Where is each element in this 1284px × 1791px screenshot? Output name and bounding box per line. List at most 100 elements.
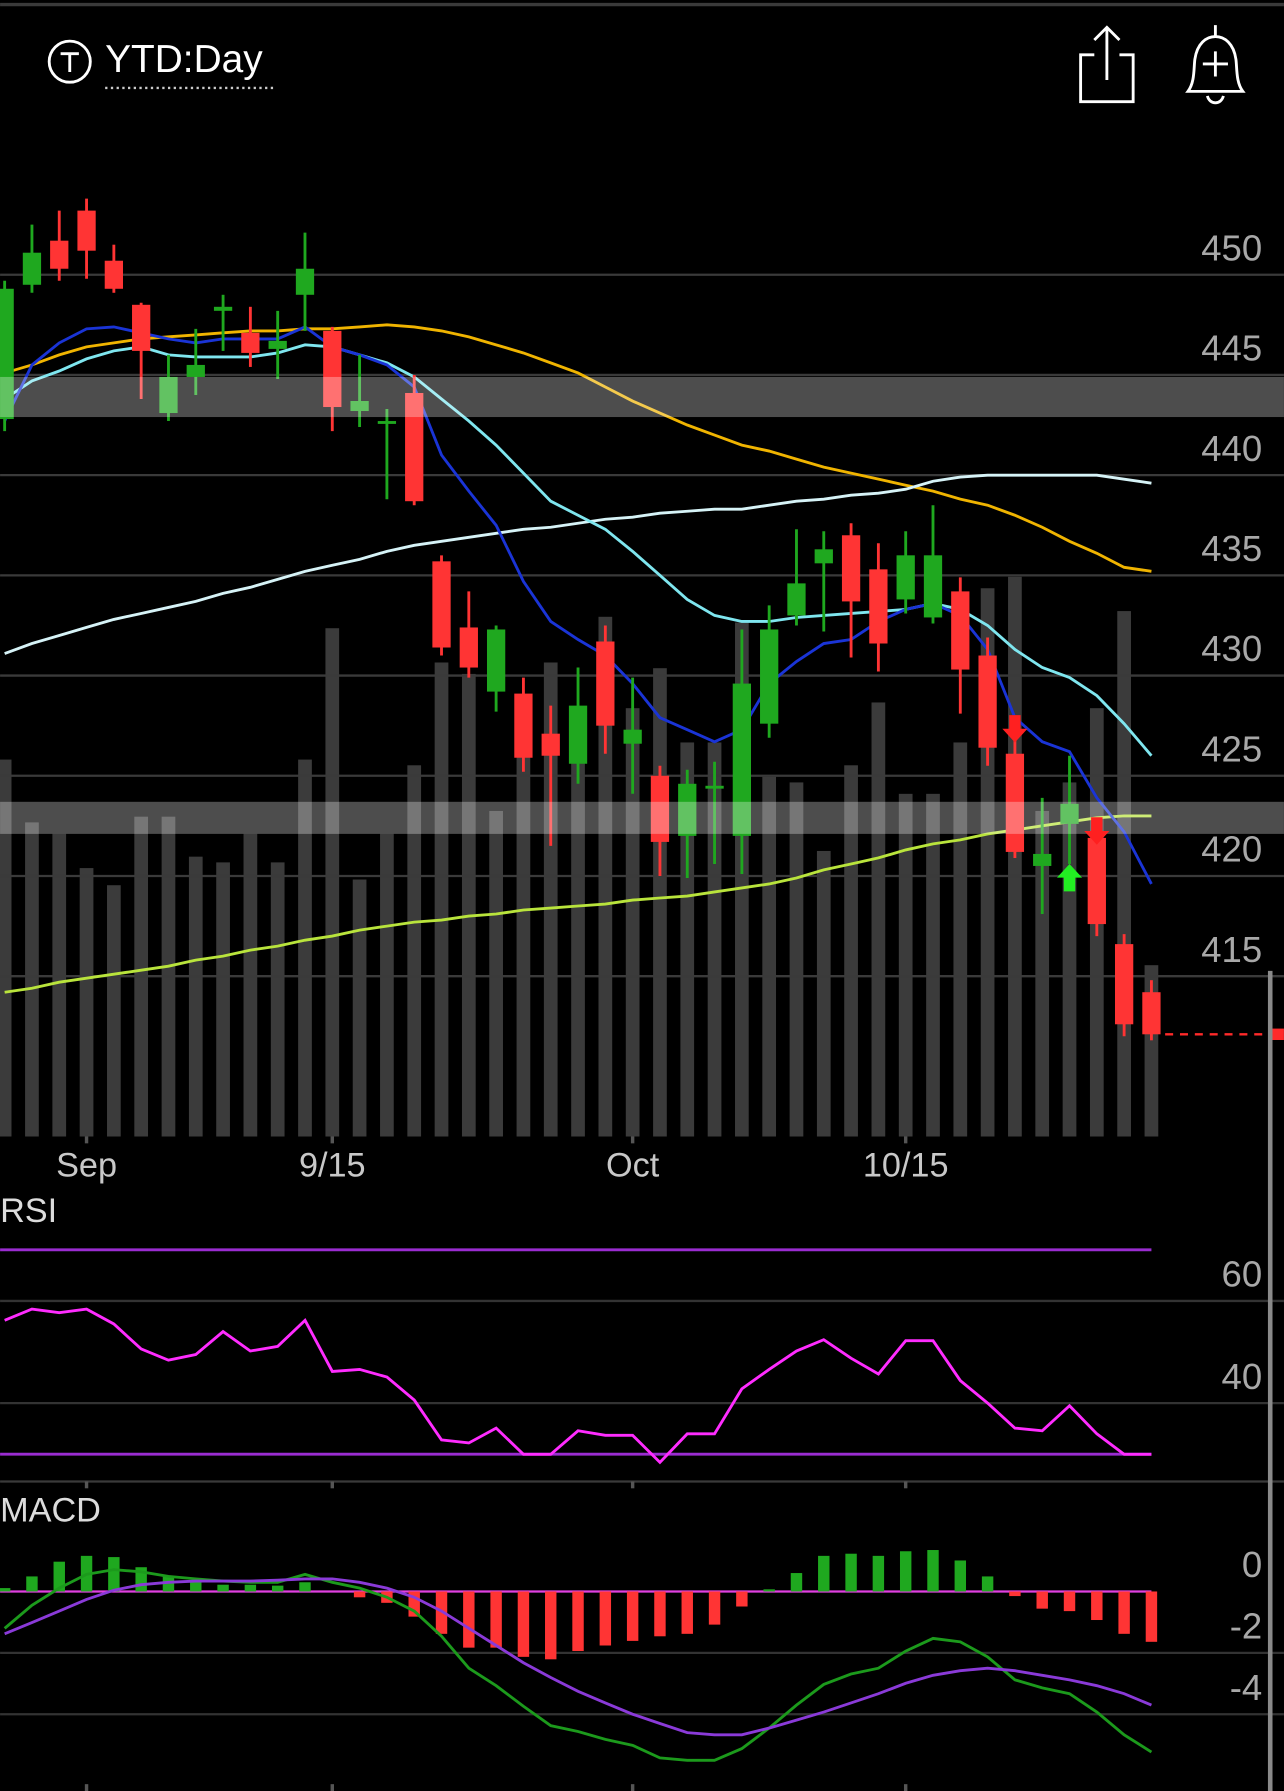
macd-histogram-bar [162,1576,175,1592]
volume-bar [298,759,312,1137]
volume-bar [434,662,449,1137]
x-tick-label: 9/15 [299,1146,366,1184]
price-zone [0,376,1284,418]
macd-histogram-bar [572,1591,584,1652]
candle-body [596,641,615,726]
macd-histogram-bar [53,1561,65,1592]
volume-bar [325,628,340,1137]
candle-body [841,535,861,602]
candle-body [705,785,724,789]
volume-bar [625,708,640,1137]
candle-body [1087,837,1106,925]
volume-bar [707,742,722,1137]
macd-histogram-bar [954,1560,967,1592]
macd-histogram-bar [408,1591,420,1617]
candle-body [978,655,997,748]
y-tick-label: 445 [1201,328,1262,369]
candle-body [568,705,588,764]
ticker-menu[interactable]: YTD:Day [47,38,275,90]
y-tick-label: 415 [1201,929,1262,970]
volume-bar [898,793,913,1137]
volume-bar [926,793,940,1137]
candle-body [241,332,260,353]
panel-title: MACD [0,1491,101,1529]
candle-body [104,260,123,289]
y-tick-label: 450 [1201,227,1262,268]
macd-histogram-bar [463,1591,475,1648]
x-tick-label: Sep [56,1146,117,1184]
macd-histogram-bar [135,1567,147,1592]
volume-bar [407,765,422,1137]
candle-body [678,783,697,836]
volume-bar [844,765,858,1137]
candle-body [350,401,369,412]
candle-body [814,549,833,564]
y-tick-label: 0 [1242,1544,1262,1585]
macd-histogram-bar [872,1555,885,1592]
volume-bar [461,673,476,1137]
candle-body [22,252,42,285]
candle-body [869,569,888,644]
macd-histogram-bar [1091,1591,1103,1621]
macd-histogram-bar [1036,1591,1048,1609]
macd-histogram-bar [1118,1591,1130,1634]
macd-histogram-bar [271,1585,284,1592]
candle-body [213,306,233,311]
share-icon-box [1079,53,1135,104]
macd-histogram-bar [517,1591,530,1657]
candle-body [514,693,533,758]
x-tick-label: Oct [606,1146,660,1184]
macd-histogram-bar [299,1582,311,1592]
volume-bar [871,702,886,1137]
y-tick-label: -4 [1230,1667,1263,1708]
signal-arrow [1056,863,1083,892]
volume-bar [188,856,203,1137]
moving-average-line [4,814,1152,994]
volume-bar [489,810,503,1137]
candle-body [159,376,178,414]
macd-histogram-bar [545,1591,557,1660]
y-tick-label: 40 [1222,1356,1263,1397]
y-tick-label: 430 [1201,628,1262,669]
y-tick-label: 420 [1201,829,1262,870]
share-button[interactable] [1079,25,1135,104]
candle-body [1033,853,1052,866]
macd-histogram-bar [763,1589,775,1592]
macd-histogram-bar [708,1591,721,1625]
candle-body [760,629,779,724]
candle-body [541,733,560,756]
volume-bar [52,833,67,1137]
candle-body [405,392,424,502]
macd-histogram-bar [353,1591,366,1598]
macd-histogram-bar [1063,1591,1076,1612]
macd-histogram-bar [845,1553,857,1592]
volume-bar [216,862,230,1137]
candle-body [1005,753,1025,852]
candle-body [295,268,315,295]
candle-body [268,340,287,349]
macd-line [3,1568,1153,1762]
alert-button[interactable] [1185,25,1246,105]
price-zone [0,801,1284,834]
macd-histogram-bar [899,1551,912,1592]
timeframe-title: YTD:Day [105,38,263,81]
y-tick-label: 435 [1201,528,1262,569]
volume-bar [380,833,394,1137]
macd-histogram-bar [1145,1591,1158,1642]
candle-body [459,627,478,668]
candle-body [486,629,506,692]
volume-bar [107,885,121,1137]
candle-body [432,561,451,648]
panel-title: RSI [0,1192,57,1230]
rsi-line [4,1307,1152,1465]
macd-histogram-bar [818,1555,830,1592]
volume-bar [680,742,695,1137]
last-price-marker [1272,1028,1284,1041]
candle-body [1142,992,1161,1035]
moving-average-line [4,473,1152,655]
volume-bar [25,822,39,1137]
candle-body [132,304,151,351]
candle-body [787,583,806,616]
